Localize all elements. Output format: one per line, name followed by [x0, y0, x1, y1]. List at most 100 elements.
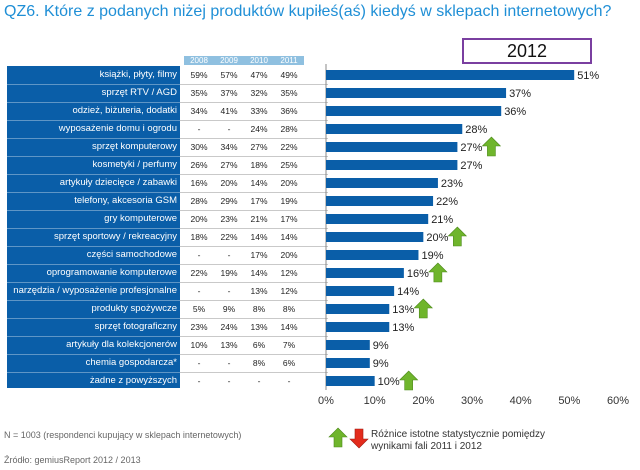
row-separator [7, 318, 180, 319]
table-cell: 14% [250, 178, 268, 188]
year-column-header: 2008 [184, 56, 214, 65]
table-cell: 14% [250, 268, 268, 278]
table-cell: 8% [282, 304, 296, 314]
bar [326, 160, 458, 170]
table-cell: 36% [280, 106, 298, 116]
table-cell: - [287, 376, 291, 386]
table-cell: 16% [190, 178, 208, 188]
row-label: sprzęt komputerowy [91, 141, 177, 152]
bar-value-label: 9% [373, 358, 389, 370]
table-cell: 20% [280, 178, 298, 188]
table-cell: 20% [280, 250, 298, 260]
bar [326, 70, 575, 80]
table-cell: 34% [220, 142, 238, 152]
row-label: sprzęt RTV / AGD [101, 87, 177, 98]
table-cell: 17% [280, 214, 298, 224]
row-label: książki, płyty, filmy [99, 69, 177, 80]
bar-value-label: 13% [392, 304, 414, 316]
table-row-line [180, 84, 328, 85]
row-label: artykuły dla kolekcjonerów [66, 339, 177, 350]
table-cell: - [197, 358, 201, 368]
table-cell: 17% [250, 250, 268, 260]
bar [326, 88, 507, 98]
bar-value-label: 37% [509, 88, 531, 100]
chart-title: QZ6. Które z podanych niżej produktów ku… [4, 3, 612, 20]
x-tick-label: 30% [461, 395, 483, 407]
significant-increase-icon [447, 226, 468, 247]
legend-up-arrow-icon [328, 427, 348, 448]
bar [326, 322, 390, 332]
table-cell: 12% [280, 268, 298, 278]
row-label: telefony, akcesoria GSM [74, 195, 177, 206]
row-separator [7, 156, 180, 157]
table-cell: 24% [220, 322, 238, 332]
legend-text: Różnice istotne statystycznie pomiędzy w… [371, 429, 545, 452]
table-row-line [180, 174, 328, 175]
table-cell: 10% [190, 340, 208, 350]
table-row-line [180, 246, 328, 247]
bar [326, 304, 390, 314]
table-cell: 23% [220, 214, 238, 224]
table-row-line [180, 138, 328, 139]
table-cell: 14% [250, 232, 268, 242]
table-cell: 41% [220, 106, 238, 116]
x-tick-label: 20% [412, 395, 434, 407]
table-cell: 14% [280, 232, 298, 242]
legend-down-arrow-icon [349, 428, 369, 449]
row-label: chemia gospodarcza* [85, 357, 177, 368]
table-cell: 28% [280, 124, 298, 134]
table-cell: 20% [190, 214, 208, 224]
bar-value-label: 22% [436, 196, 458, 208]
year-column-header: 2010 [244, 56, 274, 65]
table-cell: - [197, 250, 201, 260]
row-separator [7, 336, 180, 337]
row-label: odzież, biżuteria, dodatki [72, 105, 177, 116]
row-label: narzędzia / wyposażenie profesjonalne [13, 285, 177, 296]
table-row-line [180, 156, 328, 157]
table-row-line [180, 318, 328, 319]
bar [326, 106, 502, 116]
table-cell: 13% [250, 322, 268, 332]
row-separator [7, 102, 180, 103]
row-separator [7, 192, 180, 193]
sample-footnote: N = 1003 (respondenci kupujący w sklepac… [4, 430, 242, 440]
row-separator [7, 210, 180, 211]
bar-value-label: 51% [577, 70, 599, 82]
row-separator [7, 138, 180, 139]
bar [326, 232, 424, 242]
table-cell: - [197, 376, 201, 386]
row-label: oprogramowanie komputerowe [46, 267, 177, 278]
bar [326, 142, 458, 152]
bar-value-label: 14% [397, 286, 419, 298]
table-cell: 22% [190, 268, 208, 278]
table-cell: 20% [220, 178, 238, 188]
table-cell: 5% [192, 304, 206, 314]
table-cell: - [227, 250, 231, 260]
table-cell: 13% [250, 286, 268, 296]
table-row-line [180, 264, 328, 265]
table-cell: 13% [220, 340, 238, 350]
table-cell: 12% [280, 286, 298, 296]
table-cell: 18% [190, 232, 208, 242]
bar-value-label: 21% [431, 214, 453, 226]
table-row-line [180, 354, 328, 355]
x-tick-label: 50% [558, 395, 580, 407]
row-label: części samochodowe [86, 249, 177, 260]
significant-increase-icon [413, 298, 433, 319]
row-label: produkty spożywcze [91, 303, 177, 314]
row-label: wyposażenie domu i ogrodu [58, 123, 177, 134]
table-cell: 6% [282, 358, 296, 368]
table-row-line [180, 282, 328, 283]
x-tick-label: 60% [607, 395, 629, 407]
bar [326, 286, 395, 296]
row-separator [7, 300, 180, 301]
row-label: sprzęt sportowy / rekreacyjny [53, 231, 177, 242]
table-cell: 25% [280, 160, 298, 170]
bar-value-label: 27% [460, 142, 482, 154]
table-cell: - [227, 376, 231, 386]
table-cell: 19% [220, 268, 238, 278]
significant-increase-icon [481, 136, 502, 157]
row-label: artykuły dziecięce / zabawki [59, 177, 177, 188]
table-cell: - [197, 286, 201, 296]
table-row-line [180, 120, 328, 121]
